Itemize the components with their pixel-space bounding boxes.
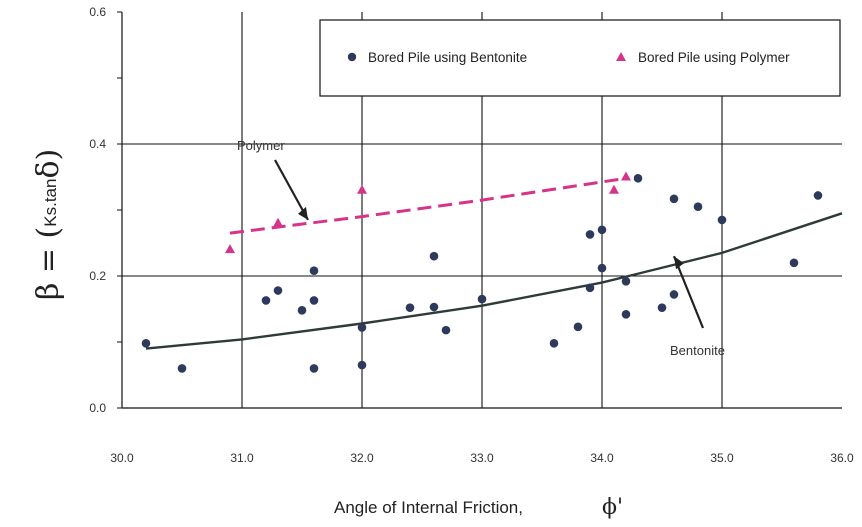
x-tick-label: 31.0 xyxy=(230,451,254,465)
data-point-bentonite xyxy=(357,360,367,370)
y-tick-labels: 0.0 0.2 0.4 0.6 xyxy=(89,5,106,415)
trendline-polymer xyxy=(229,176,627,235)
data-points xyxy=(141,171,823,373)
data-point-polymer xyxy=(357,184,367,194)
data-point-bentonite xyxy=(573,322,583,332)
data-point-bentonite xyxy=(657,303,667,312)
data-point-bentonite xyxy=(261,296,271,305)
data-point-bentonite xyxy=(309,364,319,373)
x-tick-label: 30.0 xyxy=(110,451,134,465)
legend-label-polymer: Bored Pile using Polymer xyxy=(638,50,790,65)
data-point-bentonite xyxy=(309,296,319,305)
data-point-polymer xyxy=(225,244,235,254)
data-point-bentonite xyxy=(429,251,439,261)
legend-marker-bentonite xyxy=(347,52,357,62)
x-tick-label: 32.0 xyxy=(350,451,374,465)
y-axis-label-end: δ) xyxy=(31,149,66,179)
trendlines xyxy=(145,176,843,350)
data-point-bentonite xyxy=(441,325,451,335)
data-point-bentonite xyxy=(405,303,415,312)
axes xyxy=(117,11,842,409)
data-point-bentonite xyxy=(585,230,595,239)
arrow-head-polymer xyxy=(298,206,308,220)
x-tick-label: 33.0 xyxy=(470,451,494,465)
data-point-bentonite xyxy=(297,306,307,315)
data-point-bentonite xyxy=(585,283,595,293)
annotation-arrow-polymer xyxy=(274,159,309,221)
legend: Bored Pile using Bentonite Bored Pile us… xyxy=(319,19,841,97)
data-point-bentonite xyxy=(549,339,559,348)
x-axis-symbol: ϕ' xyxy=(602,495,623,520)
arrow-head-bentonite xyxy=(674,256,684,270)
y-tick-label: 0.6 xyxy=(89,5,106,19)
data-point-bentonite xyxy=(477,294,487,304)
y-axis-label: β = (Ks.tanδ) xyxy=(31,149,66,300)
x-axis-label: Angle of Internal Friction, xyxy=(334,498,523,517)
data-point-polymer xyxy=(621,171,631,181)
data-point-bentonite xyxy=(597,225,607,235)
y-axis-label-main: β = ( xyxy=(31,227,66,300)
data-point-bentonite xyxy=(621,309,631,319)
x-tick-labels: 30.0 31.0 32.0 33.0 34.0 35.0 36.0 xyxy=(110,451,854,465)
data-point-bentonite xyxy=(669,194,679,204)
data-point-polymer xyxy=(609,184,619,194)
legend-box xyxy=(319,19,841,97)
y-tick-label: 0.0 xyxy=(89,401,106,415)
legend-marker-polymer xyxy=(616,52,626,61)
data-point-bentonite xyxy=(177,364,187,373)
data-point-bentonite xyxy=(693,202,703,211)
legend-label-bentonite: Bored Pile using Bentonite xyxy=(368,50,527,65)
data-point-bentonite xyxy=(309,266,319,276)
x-tick-label: 35.0 xyxy=(710,451,734,465)
data-point-bentonite xyxy=(621,276,631,286)
x-tick-label: 36.0 xyxy=(830,451,854,465)
data-point-bentonite xyxy=(597,263,607,273)
data-point-bentonite xyxy=(633,174,643,183)
y-tick-label: 0.4 xyxy=(89,137,106,151)
data-point-bentonite xyxy=(789,258,799,268)
data-point-bentonite xyxy=(813,191,823,200)
annotation-arrow-bentonite xyxy=(672,255,705,329)
data-point-polymer xyxy=(273,217,283,227)
data-point-bentonite xyxy=(429,302,439,312)
annotation-polymer: Polymer xyxy=(237,138,285,153)
annotations: Polymer Bentonite xyxy=(237,138,725,358)
trendline-bentonite xyxy=(145,212,843,350)
data-point-bentonite xyxy=(717,215,727,225)
x-tick-label: 34.0 xyxy=(590,451,614,465)
y-axis-label-sub: Ks.tan xyxy=(41,179,60,227)
annotation-bentonite: Bentonite xyxy=(670,343,725,358)
data-point-bentonite xyxy=(357,323,367,332)
data-point-bentonite xyxy=(141,339,151,348)
data-point-bentonite xyxy=(669,290,679,299)
y-tick-label: 0.2 xyxy=(89,269,106,283)
data-point-bentonite xyxy=(273,286,283,295)
